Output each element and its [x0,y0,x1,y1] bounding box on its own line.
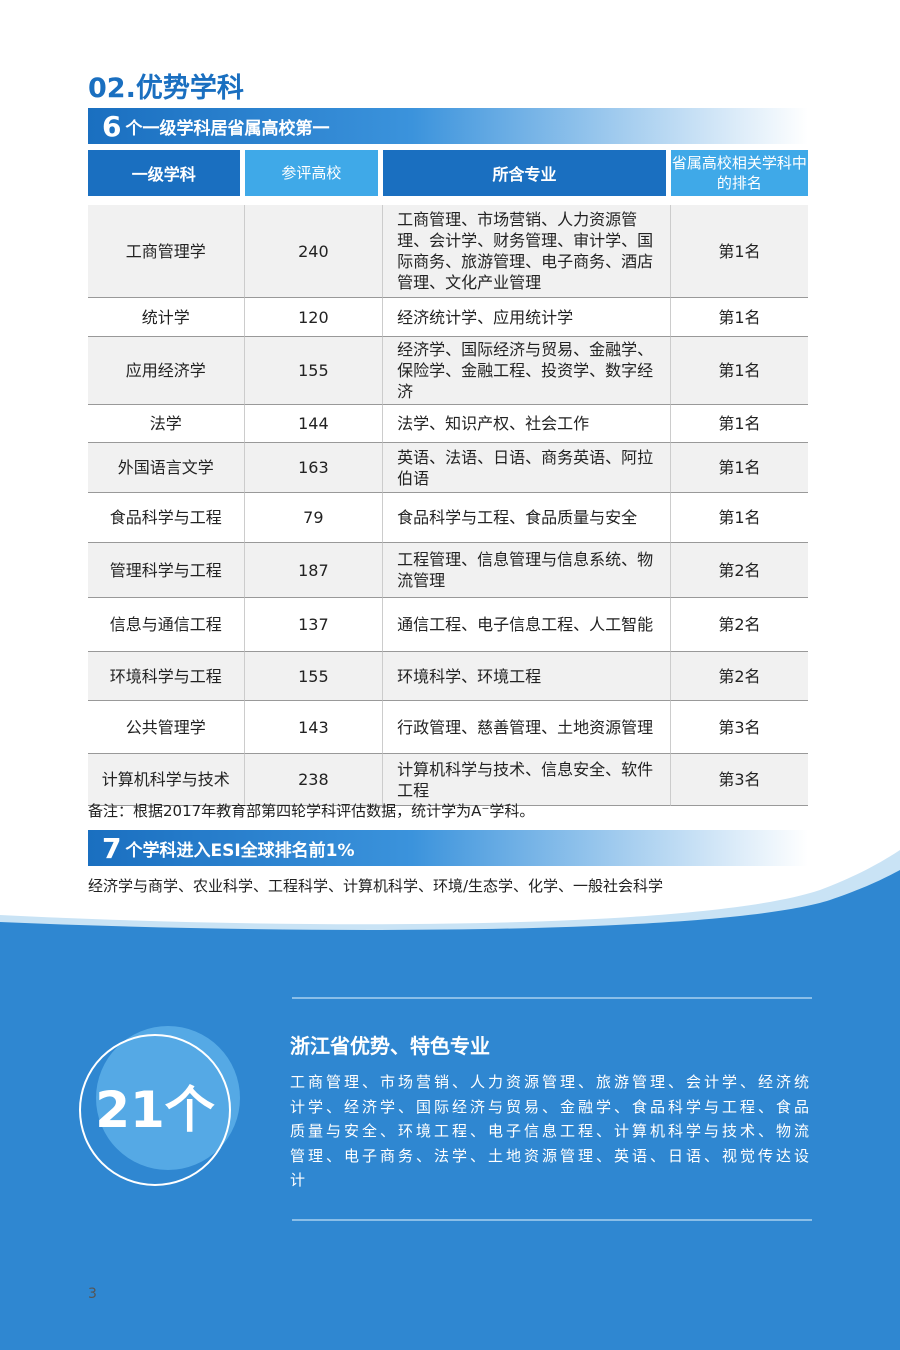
banner-number: 6 [102,109,122,143]
banner-number: 7 [102,831,122,865]
discipline: 食品科学与工程 [88,493,245,543]
majors: 行政管理、慈善管理、土地资源管理 [383,701,671,754]
section-title: 02.优势学科 [88,73,244,104]
school-count: 137 [244,598,384,652]
discipline: 外国语言文学 [88,443,245,493]
discipline: 法学 [88,405,245,443]
circle-ring [79,1034,231,1186]
rank: 第3名 [670,754,808,806]
banner: 7 个学科进入ESI全球排名前1% [88,830,808,866]
majors: 食品科学与工程、食品质量与安全 [383,493,671,543]
feature-title: 浙江省优势、特色专业 [290,1034,490,1058]
school-count: 155 [244,652,384,701]
rank: 第1名 [670,205,808,298]
esi-list: 经济学与商学、农业科学、工程科学、计算机科学、环境/生态学、化学、一般社会科学 [88,877,664,895]
majors: 经济统计学、应用统计学 [383,298,671,337]
table-row: 外国语言文学 163 英语、法语、日语、商务英语、阿拉伯语 第1名 [88,443,808,493]
majors: 环境科学、环境工程 [383,652,671,701]
discipline: 管理科学与工程 [88,543,245,598]
discipline: 公共管理学 [88,701,245,754]
blue-panel [0,870,900,1350]
majors: 法学、知识产权、社会工作 [383,405,671,443]
school-count: 143 [244,701,384,754]
table-row: 环境科学与工程 155 环境科学、环境工程 第2名 [88,652,808,701]
rank: 第3名 [670,701,808,754]
majors: 经济学、国际经济与贸易、金融学、保险学、金融工程、投资学、数字经济 [383,337,671,405]
table-row: 工商管理学 240 工商管理、市场营销、人力资源管理、会计学、财务管理、审计学、国际… [88,205,808,298]
rank: 第2名 [670,543,808,598]
school-count: 238 [244,754,384,806]
feature-text: 工商管理、市场营销、人力资源管理、旅游管理、会计学、经济统计学、经济学、国际经济… [290,1073,813,1189]
school-count: 120 [244,298,384,337]
majors: 工商管理、市场营销、人力资源管理、会计学、财务管理、审计学、国际商务、旅游管理、… [383,205,671,298]
school-count: 187 [244,543,384,598]
header-cell: 省属高校相关学科中的排名 [670,150,808,196]
discipline: 环境科学与工程 [88,652,245,701]
rank: 第1名 [670,298,808,337]
page-number: 3 [88,1286,97,1302]
school-count: 144 [244,405,384,443]
rank: 第2名 [670,652,808,701]
majors: 通信工程、电子信息工程、人工智能 [383,598,671,652]
discipline: 信息与通信工程 [88,598,245,652]
note: 备注：根据2017年教育部第四轮学科评估数据，统计学为A⁻学科。 [88,802,535,820]
school-count: 155 [244,337,384,405]
discipline: 工商管理学 [88,205,245,298]
school-count: 163 [244,443,384,493]
banner-text: 个一级学科居省属高校第一 [125,118,330,139]
rank: 第2名 [670,598,808,652]
school-count: 79 [244,493,384,543]
header-cell: 参评高校 [244,150,384,196]
majors: 工程管理、信息管理与信息系统、物流管理 [383,543,671,598]
rank: 第1名 [670,493,808,543]
rank: 第1名 [670,443,808,493]
discipline: 应用经济学 [88,337,245,405]
header-row: 一级学科 参评高校 所含专业 省属高校相关学科中的排名 [88,150,808,196]
table-row: 食品科学与工程 79 食品科学与工程、食品质量与安全 第1名 [88,493,808,543]
table-row: 公共管理学 143 行政管理、慈善管理、土地资源管理 第3名 [88,701,808,754]
table: 一级学科 参评高校 所含专业 省属高校相关学科中的排名 工商管理学 240 工商管理、市场… [88,150,808,806]
rank: 第1名 [670,405,808,443]
table-row: 统计学 120 经济统计学、应用统计学 第1名 [88,298,808,337]
header-cell: 一级学科 [88,150,245,196]
majors: 英语、法语、日语、商务英语、阿拉伯语 [383,443,671,493]
rank: 第1名 [670,337,808,405]
school-count: 240 [244,205,384,298]
table-row: 管理科学与工程 187 工程管理、信息管理与信息系统、物流管理 第2名 [88,543,808,598]
table-row: 信息与通信工程 137 通信工程、电子信息工程、人工智能 第2名 [88,598,808,652]
discipline: 统计学 [88,298,245,337]
feature-count: 21个 [95,1081,215,1139]
table-row: 法学 144 法学、知识产权、社会工作 第1名 [88,405,808,443]
discipline: 计算机科学与技术 [88,754,245,806]
table-row: 应用经济学 155 经济学、国际经济与贸易、金融学、保险学、金融工程、投资学、数字经… [88,337,808,405]
table-row: 计算机科学与技术 238 计算机科学与技术、信息安全、软件工程 第3名 [88,754,808,806]
header-cell: 所含专业 [383,150,671,196]
banner: 6 个一级学科居省属高校第一 [88,108,808,144]
banner-text: 个学科进入ESI全球排名前1% [125,840,355,861]
circle-fill [96,1026,240,1170]
majors: 计算机科学与技术、信息安全、软件工程 [383,754,671,806]
